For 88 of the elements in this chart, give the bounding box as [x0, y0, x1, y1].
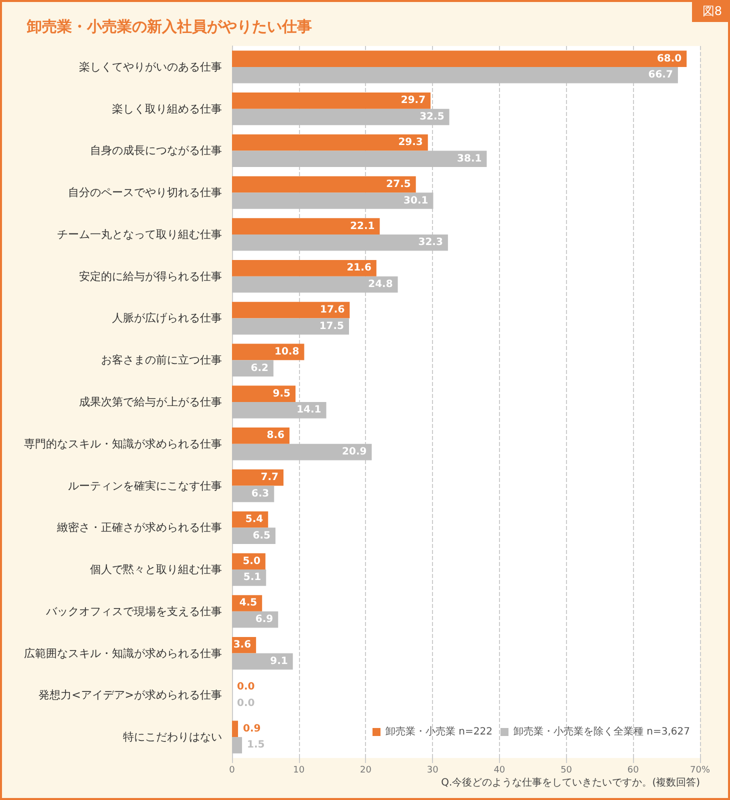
bar — [232, 318, 349, 335]
y-tick-label: 広範囲なスキル・知識が求められる仕事 — [24, 646, 222, 660]
x-tick-label: 60 — [627, 766, 640, 776]
data-label: 5.4 — [245, 514, 264, 525]
bar — [232, 444, 372, 460]
data-label: 17.5 — [319, 320, 344, 332]
data-label: 7.7 — [260, 472, 279, 484]
x-tick-label: 30 — [426, 766, 439, 776]
data-label: 6.3 — [251, 488, 270, 500]
bar — [232, 108, 450, 126]
y-tick-label: ルーティンを確実にこなす仕事 — [68, 479, 222, 492]
bar — [232, 276, 398, 293]
data-label: 21.6 — [346, 262, 372, 274]
chart-title: 卸売業・小売業の新入社員がやりたい仕事 — [26, 18, 312, 36]
data-label: 27.5 — [386, 178, 411, 190]
x-tick-label: 10 — [293, 766, 305, 776]
data-label: 3.6 — [233, 640, 252, 651]
caption: 図8 — [702, 4, 722, 18]
bar — [232, 176, 416, 193]
data-label: 5.0 — [242, 556, 260, 567]
y-tick-label: お客さまの前に立つ仕事 — [101, 354, 222, 367]
bar — [232, 234, 448, 251]
bar — [232, 218, 380, 234]
bar — [232, 66, 678, 84]
y-tick-label: 楽しく取り組める仕事 — [112, 102, 222, 116]
bar — [232, 402, 326, 418]
data-label: 17.6 — [320, 304, 345, 316]
data-label: 32.3 — [418, 237, 443, 248]
bar — [232, 92, 431, 109]
bar — [232, 737, 242, 754]
data-label: 6.9 — [255, 614, 274, 626]
data-label: 4.5 — [239, 598, 258, 609]
x-tick-label: 0 — [229, 766, 236, 776]
data-label: 0.9 — [243, 723, 261, 734]
data-label: 0.0 — [237, 698, 255, 709]
y-tick-label: 緻密さ・正確さが求められる仕事 — [56, 521, 222, 534]
x-tick-label: 50 — [560, 766, 572, 776]
data-label: 29.3 — [398, 137, 423, 148]
data-label: 14.1 — [296, 404, 322, 416]
legend-label: 卸売業・小売業を除く全業種 n=3,627 — [513, 726, 690, 738]
bar — [232, 469, 284, 486]
data-label: 32.5 — [420, 111, 444, 122]
x-tick-label: 20 — [360, 766, 372, 776]
data-label: 66.7 — [648, 70, 673, 81]
y-tick-label: 個人で黙々と取り組む仕事 — [90, 563, 222, 576]
y-tick-label: 楽しくてやりがいのある仕事 — [79, 60, 222, 74]
bar — [232, 260, 376, 276]
y-tick-label: 自分のペースでやり切れる仕事 — [68, 186, 222, 200]
data-label: 5.1 — [243, 572, 262, 584]
data-label: 1.5 — [247, 740, 265, 751]
bar — [232, 192, 434, 209]
bar — [232, 720, 238, 738]
data-label: 22.1 — [350, 220, 375, 232]
y-tick-label: 人脈が広げられる仕事 — [112, 312, 222, 325]
y-tick-label: 成果次第で給与が上がる仕事 — [79, 396, 222, 408]
data-label: 30.1 — [404, 195, 428, 206]
data-label: 9.1 — [270, 656, 288, 667]
bar — [232, 360, 274, 376]
data-label: 0.0 — [237, 682, 255, 693]
y-tick-label: チーム一丸となって取り組む仕事 — [57, 228, 222, 241]
data-label: 6.2 — [250, 362, 268, 374]
bar — [232, 653, 293, 670]
bar — [232, 386, 296, 402]
bar — [232, 528, 276, 544]
y-tick-label: 特にこだわりはない — [123, 730, 222, 744]
x-tick-label: 70% — [690, 766, 710, 776]
data-label: 29.7 — [400, 95, 426, 106]
bar — [232, 150, 487, 168]
y-tick-label: 専門的なスキル・知識が求められる仕事 — [24, 437, 222, 450]
bar — [232, 302, 350, 318]
data-label: 8.6 — [266, 430, 285, 442]
y-tick-label: 自身の成長につながる仕事 — [90, 144, 222, 158]
y-tick-label: 安定的に給与が得られる仕事 — [79, 270, 222, 283]
y-tick-label: 発想力<アイデア>が求められる仕事 — [38, 688, 222, 702]
y-tick-label: バックオフィスで現場を支える仕事 — [45, 604, 222, 618]
data-label: 10.8 — [274, 346, 300, 358]
x-tick-label: 40 — [494, 766, 506, 776]
bar — [232, 50, 687, 67]
text: Q.今後どのような仕事をしていきたいですか。(複数回答) — [441, 776, 700, 788]
bar — [232, 428, 290, 444]
data-label: 68.0 — [656, 53, 682, 64]
bar — [232, 134, 428, 151]
data-label: 24.8 — [368, 279, 393, 290]
legend-label: 卸売業・小売業 n=222 — [385, 726, 492, 738]
data-label: 6.5 — [252, 530, 270, 542]
data-label: 9.5 — [272, 388, 291, 400]
data-label: 38.1 — [457, 153, 482, 164]
data-label: 20.9 — [342, 446, 367, 458]
